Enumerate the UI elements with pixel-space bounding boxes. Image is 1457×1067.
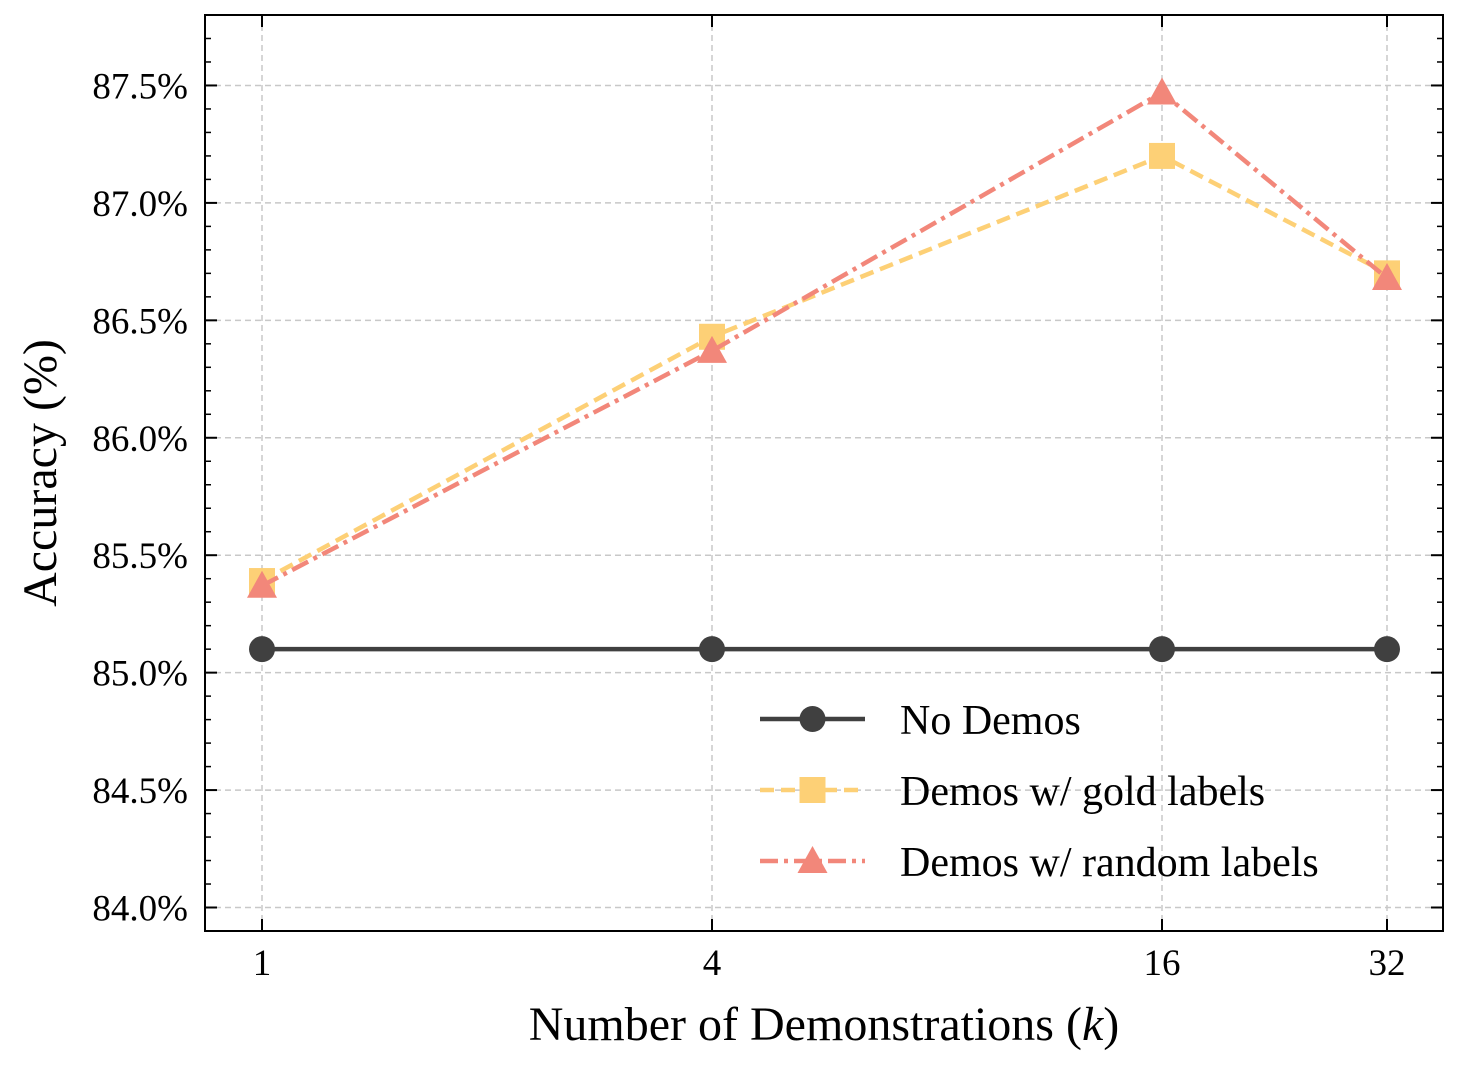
y-tick-label: 87.0%	[92, 184, 188, 225]
legend-label: No Demos	[900, 698, 1081, 744]
x-tick-label: 4	[703, 943, 722, 984]
x-tick-label: 32	[1369, 943, 1406, 984]
series-3	[247, 77, 1402, 598]
series-line	[260, 153, 1389, 584]
legend-item: Demos w/ gold labels	[760, 769, 1265, 815]
tick-labels: 1 4 16 32 84.0% 84.5% 85.0% 85.5% 86.0% 86.5% 87.0…	[92, 66, 1405, 984]
series-2	[249, 142, 1400, 595]
y-tick-label: 86.5%	[92, 301, 188, 342]
data-point	[699, 636, 725, 663]
legend-item: Demos w/ random labels	[760, 840, 1319, 886]
data-point	[1372, 263, 1402, 291]
grid-lines	[205, 15, 1443, 931]
y-tick-label: 87.5%	[92, 66, 188, 107]
y-tick-label: 84.5%	[92, 771, 188, 812]
legend: No Demos Demos w/ gold labels Demos w/ ran…	[760, 698, 1319, 886]
data-point	[247, 570, 277, 598]
legend-marker	[799, 777, 826, 803]
x-tick-label: 16	[1144, 943, 1181, 984]
y-tick-label: 85.5%	[92, 536, 188, 577]
x-axis-title-variable: k	[1082, 998, 1105, 1051]
y-tick-label: 86.0%	[92, 419, 188, 460]
data-point	[1149, 142, 1175, 169]
data-point	[1374, 636, 1400, 663]
legend-item: No Demos	[760, 698, 1081, 744]
y-tick-label: 85.0%	[92, 654, 188, 695]
legend-label: Demos w/ gold labels	[900, 769, 1265, 815]
x-axis-title: Number of Demonstrations (k)	[529, 998, 1120, 1051]
data-point	[1149, 636, 1175, 663]
series-line	[260, 89, 1389, 588]
data-point	[1147, 77, 1177, 105]
x-tick-label: 1	[253, 943, 272, 984]
legend-marker	[799, 706, 826, 732]
legend-label: Demos w/ random labels	[900, 840, 1319, 886]
legend-marker	[797, 846, 828, 873]
x-axis-title-prefix: Number of Demonstrations (	[529, 998, 1082, 1051]
plot-frame	[204, 14, 1444, 932]
series-1	[249, 636, 1400, 663]
x-axis-title-suffix: )	[1103, 998, 1119, 1051]
data-point	[249, 636, 275, 663]
series-layer	[247, 77, 1402, 663]
y-axis-title: Accuracy (%)	[14, 339, 67, 607]
y-tick-label: 84.0%	[92, 889, 188, 930]
data-point	[697, 335, 727, 363]
